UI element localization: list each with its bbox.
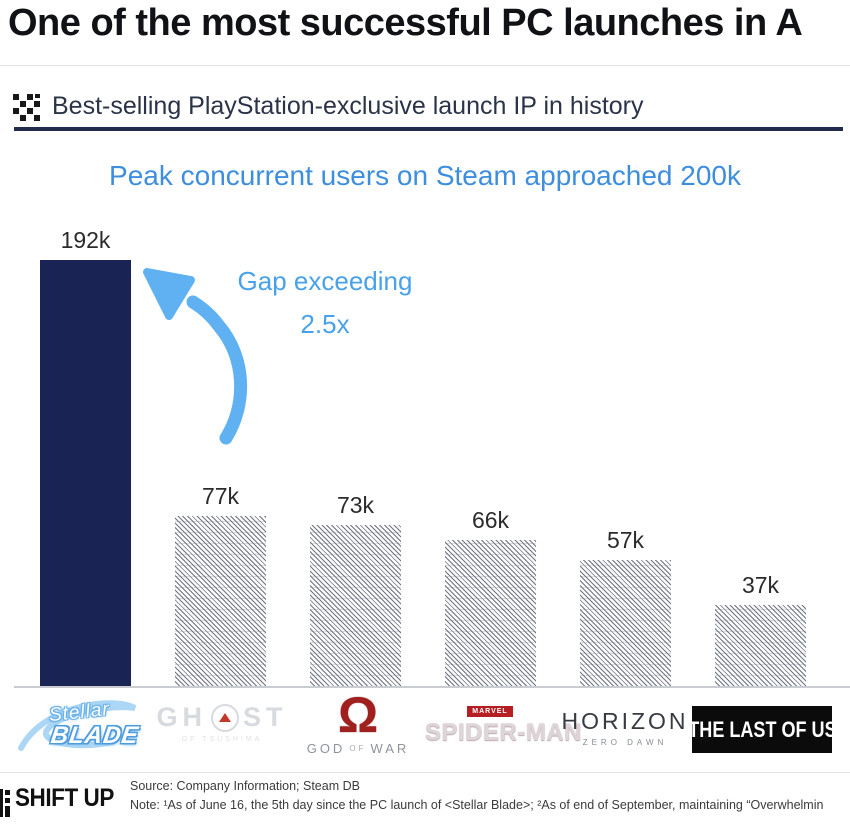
logo-god-of-war: Ω GOD OF WAR bbox=[303, 687, 413, 756]
zero-dawn-text: ZERO DAWN bbox=[582, 738, 668, 747]
curved-arrow-icon bbox=[143, 268, 248, 445]
bar-value-label: 77k bbox=[201, 483, 240, 509]
shift-up-logo-text: SHIFT UP bbox=[15, 784, 114, 812]
blade-text: BLADE bbox=[49, 722, 141, 749]
subtitle-underline bbox=[14, 127, 843, 131]
chart-baseline bbox=[14, 686, 850, 688]
bar-value-label: 192k bbox=[60, 227, 111, 253]
stellar-swoosh-icon bbox=[18, 700, 137, 751]
gow-text-war: WAR bbox=[370, 740, 410, 756]
chart-title: Peak concurrent users on Steam approache… bbox=[109, 160, 741, 191]
bar-horizon-zero-dawn bbox=[580, 560, 671, 687]
bar-value-label: 37k bbox=[741, 572, 780, 598]
logo-the-last-of-us: THE LAST OF US bbox=[688, 706, 836, 753]
horizon-text: HORIZON bbox=[561, 708, 689, 734]
ghost-crest-icon bbox=[210, 703, 239, 732]
gow-text-of: OF bbox=[349, 743, 367, 753]
gap-annotation-line2: 2.5x bbox=[300, 308, 350, 339]
gap-annotation-line1: Gap exceeding bbox=[237, 266, 413, 296]
logo-stellar-blade: Stellar BLADE bbox=[15, 696, 155, 760]
bar-value-label: 66k bbox=[471, 507, 510, 533]
logo-ghost-of-tsushima: GH ST OF TSUSHIMA bbox=[152, 702, 292, 743]
bar-god-of-war bbox=[310, 525, 401, 687]
ghost-text-right: ST bbox=[242, 702, 288, 732]
ghost-text-left: GH bbox=[156, 702, 207, 732]
bar-stellar-blade bbox=[40, 260, 131, 687]
bar-the-last-of-us bbox=[715, 605, 806, 687]
tlou-text: THE LAST OF US bbox=[687, 716, 837, 742]
gap-annotation: Gap exceeding 2.5x bbox=[225, 260, 425, 346]
source-line: Source: Company Information; Steam DB bbox=[130, 779, 360, 793]
logo-spider-man: MARVEL SPIDER-MAN bbox=[425, 700, 583, 747]
bar-ghost-of-tsushima bbox=[175, 516, 266, 687]
note-line: Note: ¹As of June 16, the 5th day since … bbox=[130, 798, 824, 813]
ghost-subtext: OF TSUSHIMA bbox=[181, 736, 263, 743]
checkered-flag-icon bbox=[13, 94, 40, 121]
gow-text-god: GOD bbox=[306, 740, 346, 756]
section-subtitle: Best-selling PlayStation-exclusive launc… bbox=[52, 92, 644, 120]
spider-man-text: SPIDER-MAN bbox=[425, 719, 583, 746]
header-divider bbox=[0, 65, 850, 66]
marvel-badge: MARVEL bbox=[467, 706, 513, 717]
bar-marvel-s-spider-man bbox=[445, 540, 536, 687]
omega-icon: Ω bbox=[337, 687, 379, 743]
shift-up-logo-mark-icon bbox=[0, 789, 10, 817]
page-title: One of the most successful PC launches i… bbox=[8, 2, 803, 44]
logo-horizon-zero-dawn: HORIZON ZERO DAWN bbox=[560, 708, 690, 747]
bar-value-label: 57k bbox=[606, 527, 645, 553]
footer-divider bbox=[0, 772, 850, 773]
footer-notes: Source: Company Information; Steam DB No… bbox=[130, 777, 850, 816]
bar-value-label: 73k bbox=[336, 492, 375, 518]
